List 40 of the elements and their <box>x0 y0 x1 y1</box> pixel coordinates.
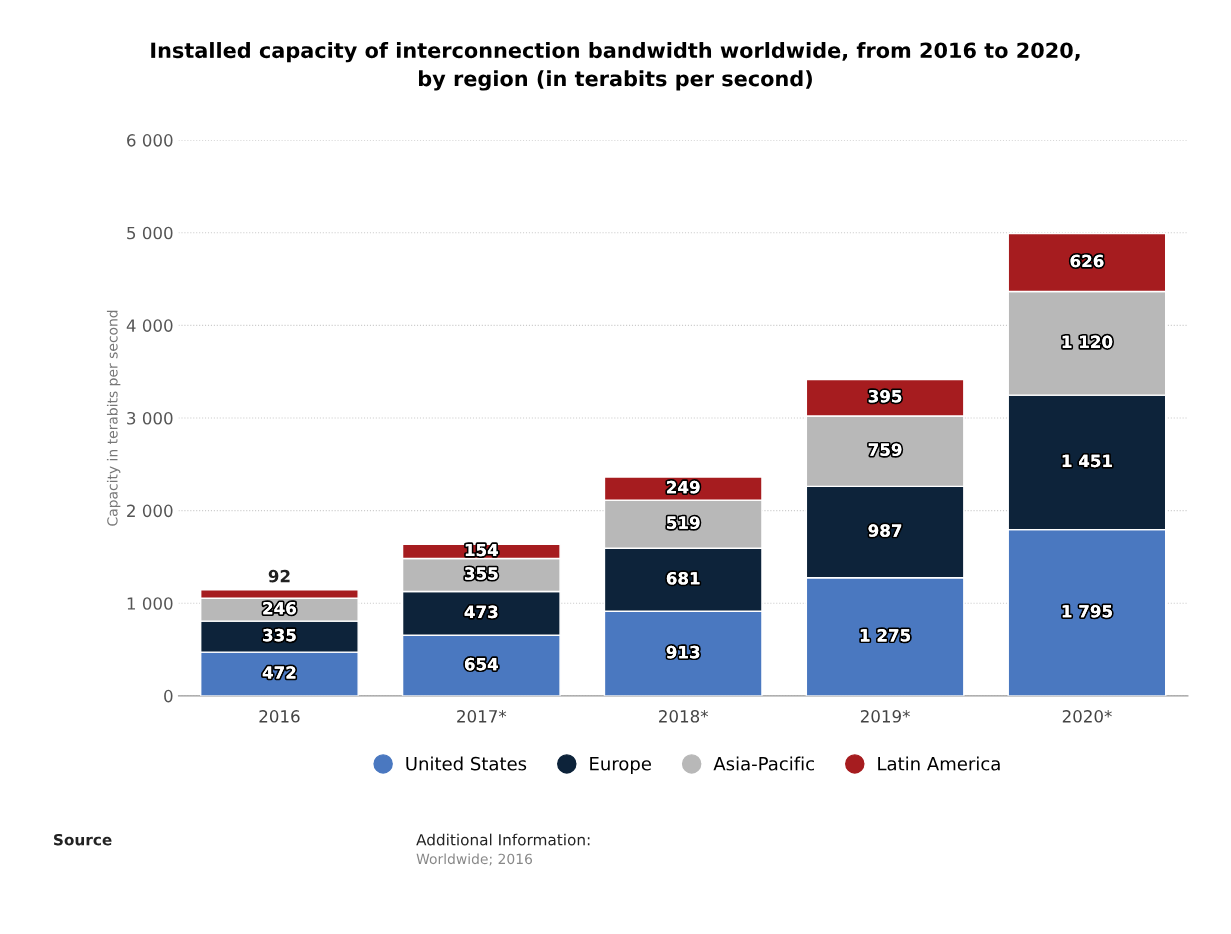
data-label: 473 <box>464 605 498 619</box>
y-tick-label: 4 000 <box>126 319 173 332</box>
y-tick-label: 6 000 <box>127 134 173 147</box>
text: Source <box>54 833 112 846</box>
data-label: 92 <box>268 569 290 583</box>
x-tick-label: 2018* <box>659 710 709 723</box>
data-label: 1 795 <box>1062 604 1112 618</box>
data-label: 1 451 <box>1062 454 1112 468</box>
x-tick-label: 2017* <box>457 710 507 723</box>
text: Additional Information: <box>416 833 590 846</box>
data-label: 1 120 <box>1062 335 1113 349</box>
data-label: 1 275 <box>860 629 911 642</box>
x-tick-label: 2019* <box>860 710 910 723</box>
legend-label: United States <box>406 756 527 771</box>
data-label: 654 <box>464 657 498 671</box>
data-label: 249 <box>667 480 700 494</box>
data-label: 335 <box>263 628 296 642</box>
legend-label: Europe <box>590 757 651 775</box>
x-tick-label: 2016 <box>259 710 300 723</box>
y-tick-label: 5 000 <box>127 226 173 240</box>
data-label: 626 <box>1070 254 1104 268</box>
text: Worldwide; 2016 <box>416 853 533 866</box>
data-label: 759 <box>868 443 902 457</box>
y-axis-title: Capacity in terabits per second <box>106 310 121 526</box>
y-tick-label: 0 <box>164 689 173 703</box>
data-label: 913 <box>666 645 700 659</box>
data-label: 987 <box>868 524 902 537</box>
data-label: 472 <box>262 666 296 679</box>
data-label: 355 <box>465 567 498 580</box>
y-tick-label: 1 000 <box>127 597 173 610</box>
data-label: 395 <box>868 389 902 403</box>
y-tick-label: 2 000 <box>127 504 173 518</box>
x-tick-label: 2020* <box>1062 710 1112 723</box>
data-label: 519 <box>667 516 700 529</box>
data-label: 246 <box>263 601 296 615</box>
legend-label: Asia-Pacific <box>713 756 814 771</box>
y-tick-label: 3 000 <box>127 411 173 425</box>
legend-label: Latin America <box>878 756 1000 771</box>
data-label: 681 <box>666 571 700 585</box>
chart-title: Installed capacity of interconnection bandwidth worldwide, from 2016 to 2020, by region (in terabits per second) <box>151 42 1080 91</box>
